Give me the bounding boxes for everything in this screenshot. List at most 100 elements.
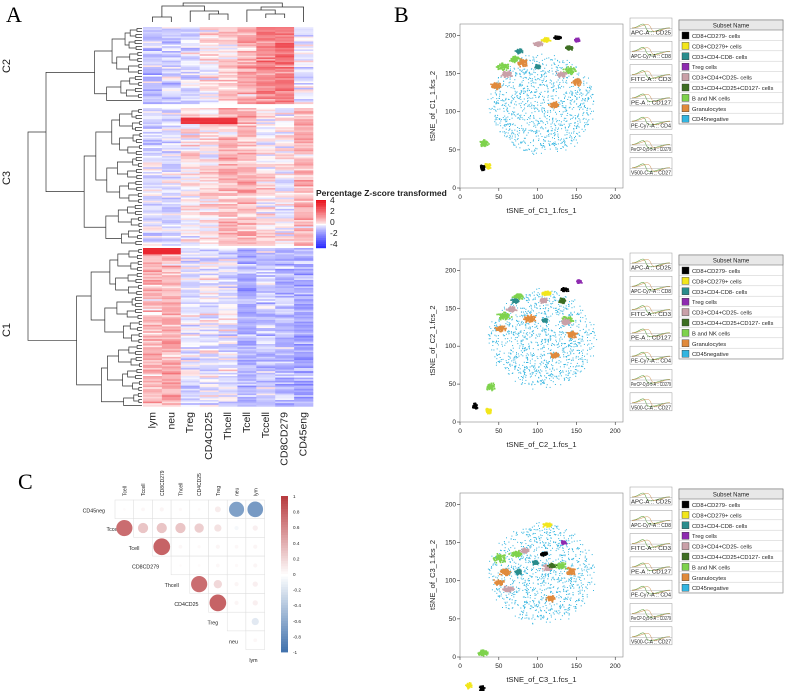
tsne-point xyxy=(517,133,519,135)
heatmap-cell xyxy=(256,111,276,114)
heatmap-cell xyxy=(294,41,314,44)
tsne-point xyxy=(586,124,588,126)
tsne-point xyxy=(544,110,545,111)
tsne-point xyxy=(553,63,555,65)
tsne-point xyxy=(551,80,552,82)
tsne-point xyxy=(500,100,502,101)
heatmap-cell xyxy=(237,127,257,130)
heatmap-cell xyxy=(161,178,182,181)
heatmap-cell xyxy=(180,379,200,382)
heatmap-cell xyxy=(275,234,295,237)
tsne-point xyxy=(507,86,509,88)
heatmap-cell xyxy=(237,86,257,89)
heatmap-cell xyxy=(256,44,276,47)
heatmap-cell xyxy=(143,275,163,278)
heatmap-cell xyxy=(237,363,257,366)
subset-swatch xyxy=(681,83,690,92)
heatmap-cell xyxy=(199,313,219,316)
tsne-point xyxy=(545,304,547,306)
heatmap-cell xyxy=(180,216,200,219)
heatmap-cell xyxy=(294,337,314,340)
tsne-point xyxy=(577,133,579,135)
heatmap-cell xyxy=(294,28,314,31)
heatmap-cell xyxy=(218,388,238,391)
heatmap-cell xyxy=(199,377,219,380)
tsne-point xyxy=(538,42,541,44)
tsne-point xyxy=(565,80,567,82)
heatmap-cell xyxy=(275,49,295,52)
heatmap-cell xyxy=(237,376,257,378)
heatmap-cell xyxy=(199,38,219,41)
heatmap-cell xyxy=(143,39,163,42)
heatmap-cell xyxy=(237,396,257,399)
tsne-point xyxy=(499,122,501,124)
heatmap-cell xyxy=(256,216,276,219)
tsne-point xyxy=(515,75,517,76)
tsne-point xyxy=(563,86,565,88)
heatmap-cell xyxy=(256,59,276,61)
tsne-point xyxy=(543,351,545,352)
tsne-point xyxy=(525,149,527,151)
tsne-point xyxy=(525,64,528,66)
heatmap-cell xyxy=(256,350,276,353)
heatmap-cell xyxy=(294,154,314,157)
x-tick-label: 150 xyxy=(571,194,582,201)
heatmap-cell xyxy=(294,205,314,208)
heatmap-cell xyxy=(256,292,276,295)
heatmap-cell xyxy=(199,180,219,182)
heatmap-cell xyxy=(161,371,182,374)
tsne-point xyxy=(505,136,507,138)
heatmap-cell xyxy=(161,44,182,47)
heatmap-cell xyxy=(275,183,295,186)
heatmap-cell xyxy=(199,307,219,310)
heatmap-cell xyxy=(199,73,219,76)
heatmap-cell xyxy=(218,162,238,165)
heatmap-cell xyxy=(256,202,276,205)
tsne-point xyxy=(541,110,543,112)
heatmap-cell xyxy=(218,71,238,74)
tsne-point xyxy=(502,127,504,129)
heatmap-cell xyxy=(199,324,219,327)
tsne-point xyxy=(570,73,573,76)
dendrogram-branch xyxy=(128,194,139,202)
heatmap-cell xyxy=(199,159,219,162)
tsne-point xyxy=(508,332,510,334)
heatmap-cell xyxy=(180,33,200,36)
heatmap-cell xyxy=(180,170,200,173)
tsne-point xyxy=(548,104,550,106)
heatmap-cell xyxy=(218,196,238,198)
tsne-point xyxy=(506,324,508,326)
tsne-point xyxy=(497,77,499,79)
tsne-point xyxy=(579,84,582,86)
heatmap-cell xyxy=(161,136,182,139)
heatmap-cell xyxy=(161,170,182,173)
heatmap-cell xyxy=(237,296,257,298)
dendrogram-branch xyxy=(136,291,142,295)
heatmap-cell xyxy=(180,175,200,178)
heatmap-cell xyxy=(237,291,257,294)
heatmap-cell xyxy=(256,70,276,73)
heatmap-cell xyxy=(275,237,295,240)
tsne-point xyxy=(516,113,518,115)
tsne-point xyxy=(507,76,509,78)
tsne-point xyxy=(565,73,568,75)
heatmap-cell xyxy=(218,400,238,402)
tsne-point xyxy=(566,77,568,79)
tsne-point xyxy=(483,139,486,141)
heatmap-cell xyxy=(161,197,182,200)
heatmap-cell xyxy=(237,183,257,186)
heatmap-cell xyxy=(143,33,163,36)
tsne-point xyxy=(552,98,554,100)
tsne-point xyxy=(491,86,494,89)
heatmap-cell xyxy=(199,376,219,378)
heatmap-cell xyxy=(294,188,314,190)
tsne-point xyxy=(534,315,536,316)
heatmap-cell xyxy=(161,144,182,147)
tsne-point xyxy=(511,114,513,116)
tsne-point xyxy=(516,73,518,75)
tsne-point xyxy=(529,121,531,123)
heatmap-cell xyxy=(237,248,257,250)
dendrogram-branch xyxy=(135,157,142,161)
tsne-point xyxy=(535,65,538,68)
